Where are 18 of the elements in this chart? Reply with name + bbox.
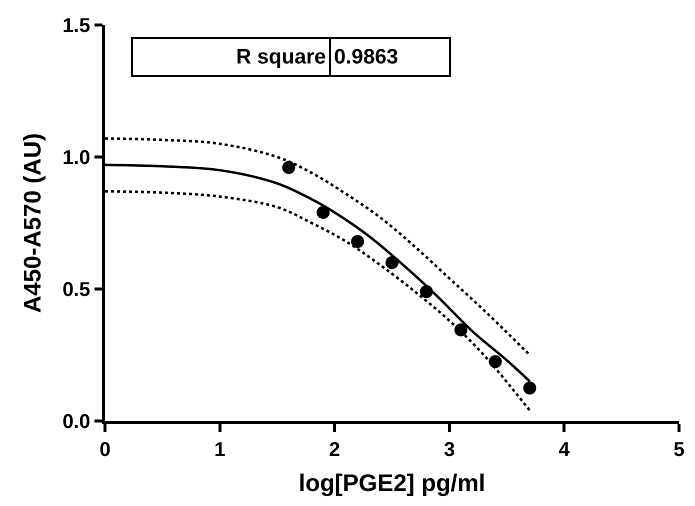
x-tick-label: 1 [214, 438, 226, 461]
y-tick-label: 0.0 [62, 411, 90, 433]
point [316, 206, 330, 219]
annotation: R square [236, 46, 326, 68]
x-tick-label: 3 [444, 438, 455, 461]
x-tick-label: 0 [99, 438, 111, 461]
annotation: 0.9863 [334, 46, 398, 68]
y-tick-label: 1.5 [62, 15, 90, 37]
y-tick-label: 0.5 [62, 279, 90, 301]
point [523, 382, 536, 394]
y-tick-label: 1.0 [62, 147, 90, 169]
x-tick-label: 4 [558, 438, 571, 461]
x-tick-label: 2 [329, 438, 340, 461]
x-axis-title: log[PGE2] pg/ml [298, 470, 486, 498]
point [351, 234, 364, 248]
x-tick-label: 5 [673, 438, 685, 461]
point [282, 161, 296, 174]
y-axis-title: A450-A570 (AU) [20, 132, 47, 314]
